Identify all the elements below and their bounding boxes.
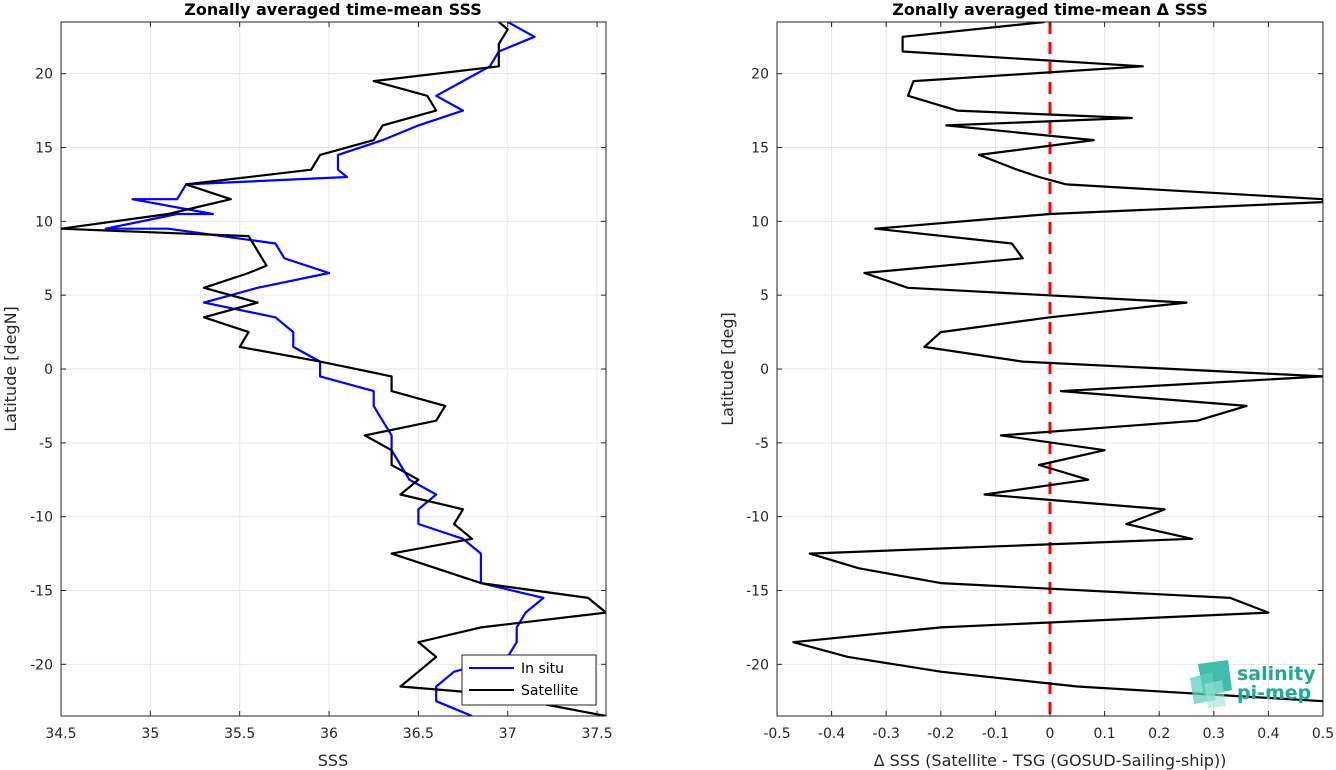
right-y-tick-label: -15	[746, 583, 769, 599]
right-chart-title: Zonally averaged time-mean Δ SSS	[892, 0, 1208, 19]
left-x-axis-label: SSS	[318, 751, 348, 770]
right-x-tick-label: 0.1	[1093, 726, 1115, 742]
left-y-tick-label: 5	[44, 288, 53, 304]
right-series-line-series-0	[792, 22, 1323, 703]
legend-label-in-situ: In situ	[521, 661, 564, 677]
right-y-tick-label: 20	[751, 67, 769, 83]
left-y-tick-label: 15	[35, 141, 53, 157]
right-y-tick-label: -5	[755, 436, 769, 452]
right-y-tick-label: -10	[746, 510, 769, 526]
logo-mark-icon	[1190, 660, 1232, 708]
legend: In situ Satellite	[461, 654, 597, 706]
left-x-tick-label: 35.5	[224, 726, 255, 742]
right-x-tick-label: -0.3	[873, 726, 900, 742]
left-series-line-satellite	[61, 22, 606, 716]
right-x-tick-label: 0.5	[1312, 726, 1334, 742]
left-x-tick-label: 37	[499, 726, 517, 742]
right-y-tick-label: 0	[760, 362, 769, 378]
left-y-tick-label: -5	[39, 436, 53, 452]
left-chart-title: Zonally averaged time-mean SSS	[184, 0, 482, 19]
left-y-tick-label: 10	[35, 214, 53, 230]
legend-label-satellite: Satellite	[521, 683, 578, 699]
salinity-pi-mep-logo: salinity pi-mep	[1190, 660, 1316, 708]
left-x-tick-label: 36.5	[403, 726, 434, 742]
right-x-tick-label: -0.4	[818, 726, 845, 742]
logo-text-salinity: salinity	[1237, 663, 1316, 685]
left-x-tick-label: 37.5	[581, 726, 612, 742]
right-x-tick-label: 0.4	[1257, 726, 1279, 742]
right-series-group	[792, 22, 1323, 703]
right-x-tick-label: 0.2	[1148, 726, 1170, 742]
left-chart-panel: 34.5 35 35.5 36 36.5 37 37.5 -20 -15 -10 -5 0 5 10 15 2…	[1, 0, 613, 770]
left-y-tick-label: -20	[30, 657, 53, 673]
left-ticks: 34.5 35 35.5 36 36.5 37 37.5 -20 -15 -10 -5 0 5 10 15 2…	[30, 22, 613, 742]
left-x-tick-label: 35	[141, 726, 159, 742]
left-y-axis-label: Latitude [degN]	[1, 306, 20, 432]
right-ticks: -0.5 -0.4 -0.3 -0.2 -0.1 0 0.1 0.2 0.3 0.4 0.5 -20 -…	[746, 22, 1334, 742]
right-y-tick-label: 10	[751, 214, 769, 230]
left-series-line-in-situ	[104, 22, 545, 716]
right-x-tick-label: 0	[1046, 726, 1055, 742]
right-x-tick-label: -0.1	[982, 726, 1009, 742]
left-y-tick-label: 0	[44, 362, 53, 378]
right-y-tick-label: -20	[746, 657, 769, 673]
left-x-tick-label: 36	[320, 726, 338, 742]
left-x-tick-label: 34.5	[45, 726, 76, 742]
left-series-group	[61, 22, 606, 716]
left-y-tick-label: -15	[30, 583, 53, 599]
right-x-tick-label: -0.2	[927, 726, 954, 742]
right-y-tick-label: 5	[760, 288, 769, 304]
left-y-tick-label: 20	[35, 67, 53, 83]
right-y-axis-label: Latitude [deg]	[718, 312, 737, 426]
legend-box	[461, 654, 597, 706]
right-x-tick-label: 0.3	[1203, 726, 1225, 742]
logo-text-pi-mep: pi-mep	[1237, 682, 1311, 704]
right-x-axis-label: Δ SSS (Satellite - TSG (GOSUD-Sailing-sh…	[874, 751, 1227, 770]
right-x-tick-label: -0.5	[763, 726, 790, 742]
left-grid	[60, 22, 606, 716]
right-chart-panel: -0.5 -0.4 -0.3 -0.2 -0.1 0 0.1 0.2 0.3 0.4 0.5 -20 -…	[718, 0, 1334, 770]
left-y-tick-label: -10	[30, 510, 53, 526]
right-y-tick-label: 15	[751, 141, 769, 157]
